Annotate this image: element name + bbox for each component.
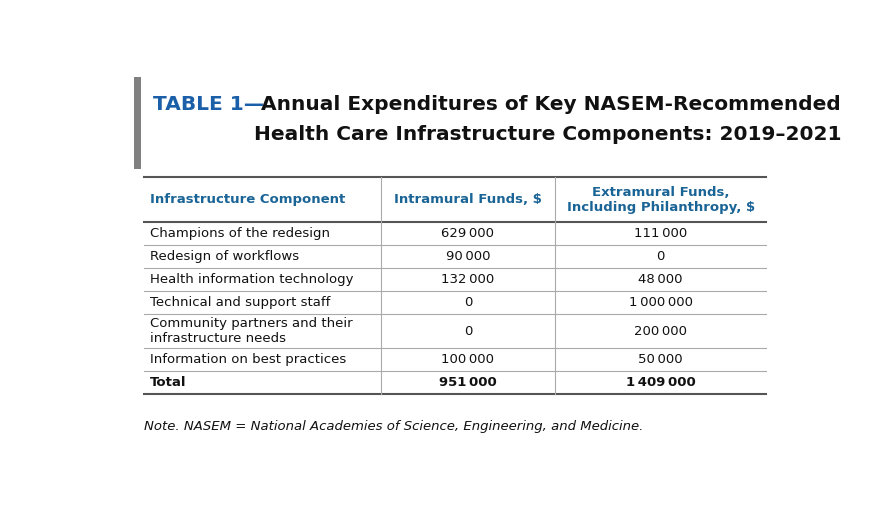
Text: Redesign of workflows: Redesign of workflows [150,250,299,263]
Text: 50 000: 50 000 [639,353,683,366]
Text: 629 000: 629 000 [441,227,495,240]
Text: Community partners and their
infrastructure needs: Community partners and their infrastruct… [150,317,353,345]
Text: 111 000: 111 000 [634,227,687,240]
Text: Extramural Funds,
Including Philanthropy, $: Extramural Funds, Including Philanthropy… [566,185,755,213]
Text: 200 000: 200 000 [634,325,687,338]
Text: 90 000: 90 000 [445,250,490,263]
Text: Health information technology: Health information technology [150,273,354,286]
Text: Information on best practices: Information on best practices [150,353,346,366]
Text: Annual Expenditures of Key NASEM-Recommended: Annual Expenditures of Key NASEM-Recomme… [254,96,841,114]
Text: TABLE 1—: TABLE 1— [153,96,264,114]
Text: 0: 0 [464,325,472,338]
Text: 1 000 000: 1 000 000 [629,296,692,310]
Text: 100 000: 100 000 [441,353,495,366]
Text: 1 409 000: 1 409 000 [626,376,696,389]
Text: Infrastructure Component: Infrastructure Component [150,193,345,206]
Text: 132 000: 132 000 [441,273,495,286]
Text: 48 000: 48 000 [639,273,683,286]
Text: 0: 0 [656,250,665,263]
Text: Intramural Funds, $: Intramural Funds, $ [394,193,542,206]
Text: Technical and support staff: Technical and support staff [150,296,330,310]
Text: 951 000: 951 000 [439,376,497,389]
FancyBboxPatch shape [134,77,141,169]
Text: 0: 0 [464,296,472,310]
Text: Total: Total [150,376,186,389]
Text: Champions of the redesign: Champions of the redesign [150,227,330,240]
Text: Health Care Infrastructure Components: 2019–2021: Health Care Infrastructure Components: 2… [254,125,841,145]
Text: Note. NASEM = National Academies of Science, Engineering, and Medicine.: Note. NASEM = National Academies of Scie… [145,420,644,433]
